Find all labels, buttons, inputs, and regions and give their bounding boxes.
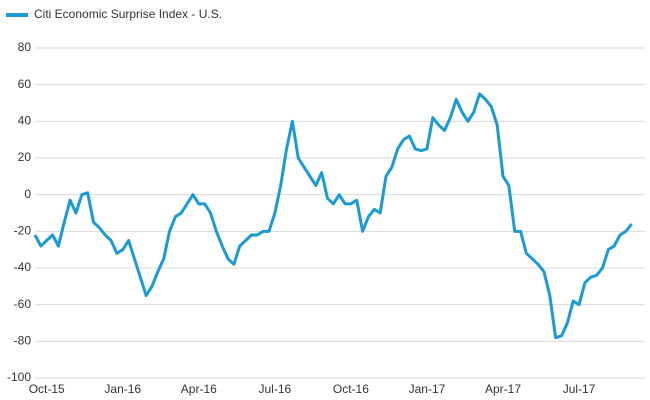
x-tick-label: Jan-16: [104, 382, 141, 396]
y-tick-label: -40: [14, 260, 32, 274]
y-tick-label: 40: [18, 114, 32, 128]
y-tick-label: 0: [24, 187, 31, 201]
y-tick-label: -80: [14, 334, 32, 348]
x-tick-label: Apr-17: [485, 382, 521, 396]
x-tick-label: Oct-15: [29, 382, 65, 396]
x-tick-label: Jul-17: [563, 382, 596, 396]
y-tick-label: 60: [18, 77, 32, 91]
x-tick-label: Oct-16: [333, 382, 369, 396]
y-tick-label: -100: [7, 370, 31, 384]
x-tick-label: Apr-16: [181, 382, 217, 396]
y-tick-label: -20: [14, 224, 32, 238]
x-tick-label: Jul-16: [259, 382, 292, 396]
x-tick-label: Jan-17: [409, 382, 446, 396]
data-line: [33, 92, 633, 340]
y-tick-label: 80: [18, 40, 32, 54]
y-tick-label: 20: [18, 150, 32, 164]
y-tick-label: -60: [14, 297, 32, 311]
legend-label: Citi Economic Surprise Index - U.S.: [34, 7, 222, 21]
